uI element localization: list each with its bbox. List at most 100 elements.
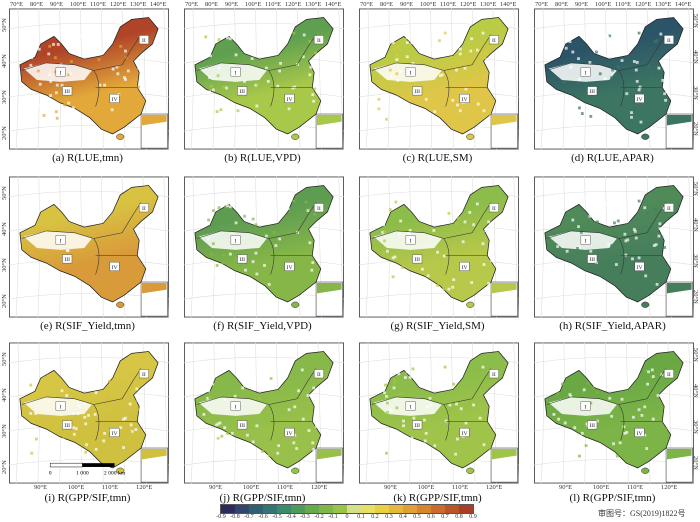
latitude-label: 40°N [1, 54, 8, 68]
colorbar-tick-label: -0.4 [286, 514, 296, 520]
region-label-I: I [580, 235, 591, 245]
longitude-label: 130°E [655, 1, 672, 8]
latitude-label: 40°N [692, 218, 699, 232]
china-outline [544, 17, 684, 135]
svg-text:II: II [492, 206, 496, 212]
colorbar-bin [291, 505, 305, 513]
latitude-label: 20°N [692, 122, 699, 136]
svg-text:III: III [239, 89, 245, 95]
svg-text:II: II [142, 372, 146, 378]
latitude-label: 20°N [1, 460, 8, 474]
colorbar-bin [389, 505, 403, 513]
colorbar-tick-label: 0.7 [441, 514, 449, 520]
china-outline [369, 351, 509, 469]
longitude-label: 100°E [70, 1, 87, 8]
region-label-III: III [62, 420, 73, 430]
region-label-IV: IV [634, 261, 645, 271]
svg-text:IV: IV [462, 265, 469, 271]
svg-text:IV: IV [462, 431, 469, 437]
colorbar-tick-label: 0.5 [413, 514, 421, 520]
svg-text:III: III [414, 257, 420, 263]
longitude-label: 120°E [661, 484, 678, 491]
region-label-II: II [488, 369, 499, 379]
latitude-label: 30°N [1, 424, 8, 438]
panel-caption: (f) R(SIF_Yield,VPD) [213, 320, 312, 332]
colorbar-tick-label: -0.1 [328, 514, 338, 520]
region-label-II: II [488, 35, 499, 45]
latitude-label: 50°N [1, 186, 8, 200]
map-panel: I II III IV (j) R(GPP/SIF,tmn) 90°E 100°E 110°E… [175, 334, 350, 504]
map-panel: I II III IV 0 1 000 2 000 km (i) R(GPP/SIF,tmn)… [0, 334, 175, 504]
map-panel: I II III IV (d) R(LUE,APAR) 70°E 80°E 90°E 100°E… [525, 0, 700, 165]
longitude-label: 110°E [627, 484, 644, 491]
region-label-III: III [237, 254, 248, 264]
svg-text:I: I [60, 238, 62, 244]
longitude-label: 70°E [535, 1, 549, 8]
region-label-II: II [313, 35, 324, 45]
svg-text:0: 0 [49, 471, 52, 477]
longitude-label: 120°E [110, 1, 127, 8]
longitude-label: 80°E [205, 1, 219, 8]
region-label-I: I [230, 67, 241, 77]
panel-caption: (c) R(LUE,SM) [402, 152, 473, 164]
longitude-label: 120°E [460, 1, 477, 8]
longitude-label: 90°E [400, 1, 414, 8]
longitude-label: 100°E [418, 484, 435, 491]
svg-text:II: II [317, 372, 321, 378]
panel-caption: (k) R(GPP/SIF,tmn) [393, 492, 482, 504]
latitude-label: 30°N [1, 258, 8, 272]
map-panel: I II III IV (e) R(SIF_Yield,tmn) 50°N 40°N 30°N… [0, 168, 175, 333]
map-panel: I II III IV (h) R(SIF_Yield,APAR) 50°N 40°N 30°… [525, 168, 700, 333]
longitude-label: 140°E [325, 1, 342, 8]
map-panel: I II III IV (g) R(SIF_Yield,SM) [350, 168, 525, 333]
map-panel: I II III IV (f) R(SIF_Yield,VPD) [175, 168, 350, 333]
longitude-label: 110°E [277, 484, 294, 491]
longitude-label: 100°E [243, 484, 260, 491]
latitude-label: 30°N [1, 90, 8, 104]
longitude-label: 90°E [575, 1, 589, 8]
colorbar-bin [235, 505, 249, 513]
svg-text:I: I [60, 404, 62, 410]
scale-bar: 0 1 000 2 000 km [49, 462, 126, 477]
svg-text:I: I [60, 70, 62, 76]
panel-caption: (e) R(SIF_Yield,tmn) [40, 320, 135, 332]
svg-text:IV: IV [287, 265, 294, 271]
svg-text:III: III [589, 257, 595, 263]
svg-text:III: III [239, 257, 245, 263]
china-outline [194, 351, 334, 469]
china-outline [544, 351, 684, 469]
longitude-label: 110°E [440, 1, 457, 8]
colorbar-tick-label: -0.6 [258, 514, 268, 520]
region-label-III: III [412, 420, 423, 430]
svg-text:IV: IV [112, 265, 119, 271]
colorbar-bin [277, 505, 291, 513]
region-label-II: II [663, 203, 674, 213]
region-label-IV: IV [634, 427, 645, 437]
longitude-label: 120°E [635, 1, 652, 8]
svg-text:IV: IV [112, 97, 119, 103]
colorbar-bin [431, 505, 445, 513]
svg-text:II: II [667, 206, 671, 212]
region-label-I: I [405, 67, 416, 77]
longitude-label: 90°E [225, 1, 239, 8]
svg-text:III: III [64, 257, 70, 263]
longitude-label: 120°E [136, 484, 153, 491]
panel-caption: (d) R(LUE,APAR) [571, 152, 654, 164]
latitude-label: 40°N [1, 222, 8, 236]
colorbar-bin [333, 505, 347, 513]
latitude-label: 40°N [1, 388, 8, 402]
colorbar-bin [305, 505, 319, 513]
svg-text:I: I [410, 70, 412, 76]
svg-text:III: III [589, 423, 595, 429]
longitude-label: 90°E [384, 484, 398, 491]
svg-text:IV: IV [112, 431, 119, 437]
region-label-I: I [55, 67, 66, 77]
region-label-III: III [587, 254, 598, 264]
svg-text:I: I [410, 238, 412, 244]
